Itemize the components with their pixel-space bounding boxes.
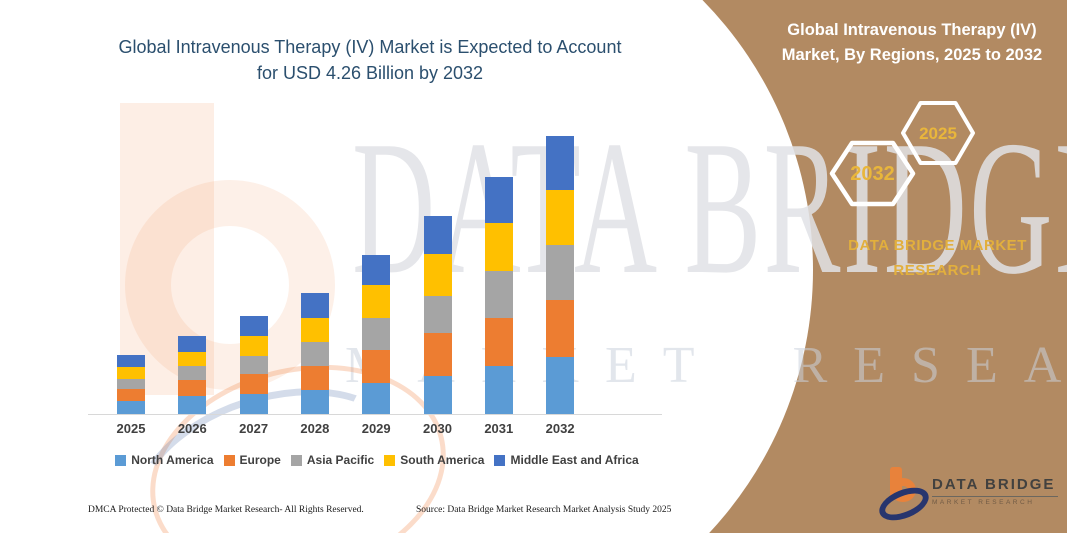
hexagon-2025: [901, 101, 975, 165]
chart-title-line2: for USD 4.26 Billion by 2032: [256, 63, 484, 83]
bar-segment-middle-east-and-africa-2025: [117, 355, 145, 367]
legend-label: South America: [400, 453, 485, 467]
bar-segment-middle-east-and-africa-2027: [239, 316, 268, 336]
bar-segment-asia-pacific-2031: [484, 271, 513, 318]
bar-segment-north-america-2027: [239, 394, 268, 414]
x-axis-label-2032: 2032: [545, 421, 575, 436]
x-axis-label-2025: 2025: [116, 421, 146, 436]
x-axis-line: [88, 414, 662, 415]
logo-divider-line: [932, 496, 1058, 497]
legend-swatch-icon: [290, 454, 302, 466]
legend-swatch-icon: [115, 454, 127, 466]
bar-segment-south-america-2030: [423, 254, 452, 296]
bar-segment-europe-2028: [300, 366, 329, 390]
bar-segment-south-america-2029: [362, 285, 391, 318]
brand-text-line1: DATA BRIDGE MARKET: [848, 237, 1027, 254]
bar-segment-north-america-2032: [546, 357, 575, 414]
bar-segment-south-america-2026: [178, 352, 207, 366]
bar-segment-europe-2027: [239, 374, 268, 394]
footer-copyright: DMCA Protected © Data Bridge Market Rese…: [88, 505, 364, 515]
bar-segment-asia-pacific-2029: [362, 318, 391, 350]
x-axis-label-2028: 2028: [300, 421, 330, 436]
logo-subtitle: MARKET RESEARCH: [932, 499, 1035, 506]
data-bridge-logo-icon: [874, 464, 940, 527]
bar-segment-middle-east-and-africa-2031: [484, 177, 513, 223]
chart-title: Global Intravenous Therapy (IV) Market i…: [60, 34, 680, 86]
legend-item-middle-east-and-africa: Middle East and Africa: [494, 453, 639, 467]
side-panel-title-line2: Market, By Regions, 2025 to 2032: [781, 46, 1043, 64]
hexagon-2032-label: 2032: [850, 163, 895, 185]
bar-segment-middle-east-and-africa-2032: [546, 136, 575, 190]
x-axis-label-2026: 2026: [177, 421, 207, 436]
legend-swatch-icon: [384, 454, 396, 466]
bar-segment-asia-pacific-2026: [178, 366, 207, 380]
legend-item-south-america: South America: [384, 453, 484, 467]
legend-item-asia-pacific: Asia Pacific: [290, 453, 375, 467]
logo-swoosh-shape: [874, 481, 934, 527]
bar-segment-europe-2032: [546, 300, 575, 357]
chart-title-line1: Global Intravenous Therapy (IV) Market i…: [118, 37, 622, 57]
legend-label: Europe: [239, 453, 281, 467]
bar-segment-north-america-2025: [117, 401, 145, 414]
legend-label: North America: [131, 453, 214, 467]
bar-segment-south-america-2025: [117, 367, 145, 379]
bar-segment-south-america-2027: [239, 336, 268, 356]
chart-legend: North America Europe Asia Pacific South Ame…: [84, 453, 670, 467]
bar-segment-asia-pacific-2027: [239, 356, 268, 374]
bar-segment-asia-pacific-2028: [300, 342, 329, 366]
bar-segment-north-america-2029: [362, 383, 391, 414]
bar-segment-asia-pacific-2025: [117, 379, 145, 389]
logo-wordmark: DATA BRIDGE: [932, 476, 1056, 493]
legend-swatch-icon: [223, 454, 235, 466]
side-panel-title: Global Intravenous Therapy (IV) Market, …: [760, 18, 1064, 68]
bar-segment-asia-pacific-2032: [546, 245, 575, 300]
legend-label: Middle East and Africa: [510, 453, 639, 467]
x-axis-label-2030: 2030: [423, 421, 452, 436]
bar-segment-middle-east-and-africa-2029: [362, 255, 391, 285]
brand-text: DATA BRIDGE MARKET RESEARCH: [790, 233, 1067, 283]
bar-segment-south-america-2032: [546, 190, 575, 245]
bar-segment-europe-2025: [117, 389, 145, 401]
legend-swatch-icon: [494, 454, 506, 466]
footer-source: Source: Data Bridge Market Research Mark…: [416, 505, 672, 515]
bar-segment-south-america-2028: [300, 318, 329, 342]
bar-segment-middle-east-and-africa-2030: [423, 216, 452, 254]
bar-segment-north-america-2026: [178, 396, 207, 414]
bar-segment-europe-2030: [423, 333, 452, 376]
legend-label: Asia Pacific: [306, 453, 375, 467]
legend-item-north-america: North America: [115, 453, 214, 467]
bar-segment-north-america-2028: [300, 390, 329, 414]
year-hexagons: 2032 2025: [829, 101, 975, 207]
bar-segment-middle-east-and-africa-2026: [178, 336, 207, 352]
bar-segment-north-america-2031: [484, 366, 513, 414]
bar-segment-europe-2029: [362, 350, 391, 383]
bar-segment-south-america-2031: [484, 223, 513, 271]
side-panel-title-line1: Global Intravenous Therapy (IV): [787, 21, 1037, 39]
brand-text-line2: RESEARCH: [893, 262, 982, 279]
bar-segment-north-america-2030: [423, 376, 452, 414]
bar-segment-asia-pacific-2030: [423, 296, 452, 333]
legend-item-europe: Europe: [223, 453, 281, 467]
x-axis-label-2027: 2027: [239, 421, 269, 436]
hexagon-2025-label: 2025: [919, 124, 957, 143]
logo-b-bowl-shape: [890, 478, 916, 502]
bar-segment-europe-2031: [484, 318, 513, 366]
bar-segment-middle-east-and-africa-2028: [300, 293, 329, 318]
hexagon-2032: [829, 140, 916, 207]
x-axis-label-2029: 2029: [361, 421, 391, 436]
x-axis-label-2031: 2031: [484, 421, 514, 436]
bar-segment-europe-2026: [178, 380, 207, 396]
